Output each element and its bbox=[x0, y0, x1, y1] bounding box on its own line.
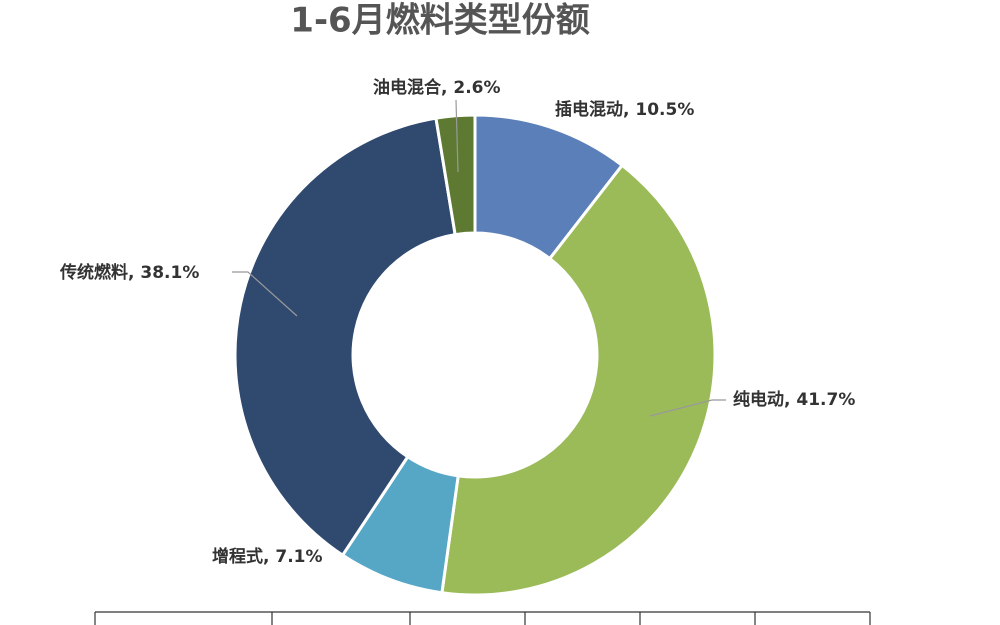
data-label: 油电混合, 2.6% bbox=[373, 77, 501, 98]
donut-slice bbox=[233, 116, 457, 558]
leader-line bbox=[455, 99, 459, 173]
table-frame bbox=[94, 611, 871, 625]
data-label: 传统燃料, 38.1% bbox=[59, 262, 199, 283]
data-label: 插电混动, 10.5% bbox=[555, 99, 694, 120]
leader-line bbox=[649, 399, 726, 417]
chart-title: 1-6月燃料类型份额 bbox=[290, 1, 589, 41]
donut-slice bbox=[434, 113, 477, 237]
leader-line bbox=[232, 271, 298, 317]
donut-slice bbox=[440, 163, 717, 597]
data-label: 纯电动, 41.7% bbox=[733, 389, 855, 410]
data-label: 增程式, 7.1% bbox=[212, 546, 323, 567]
